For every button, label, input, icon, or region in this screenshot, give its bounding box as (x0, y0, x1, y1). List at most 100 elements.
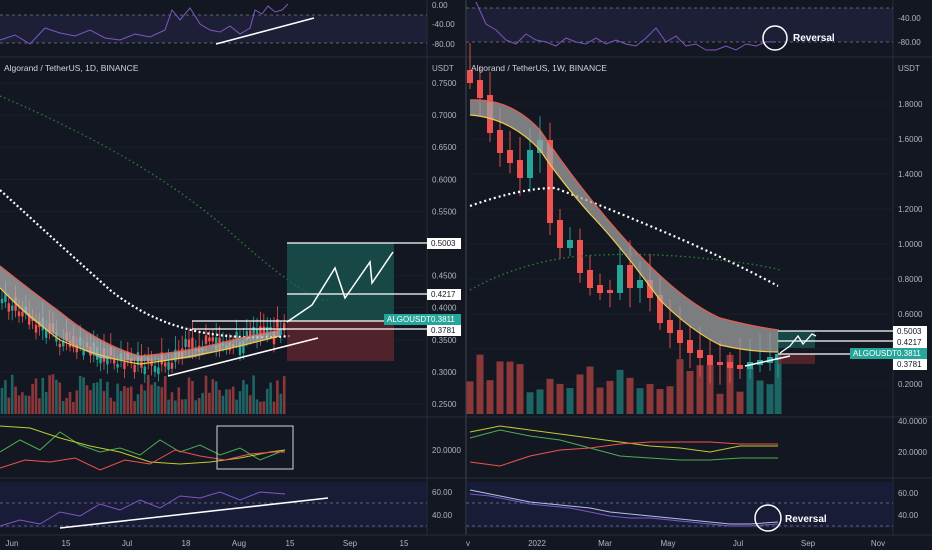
right-bottom-rsi-tick-0: 60.00 (898, 489, 919, 498)
left-volume-bar (228, 389, 232, 414)
left-rsi-tick-0: 0.00 (432, 1, 448, 10)
right-current-tag: ALGOUSDT 0.3811 (850, 348, 927, 359)
right-candle-body (557, 220, 563, 248)
left-candle-body (34, 324, 38, 333)
left-candle-body (283, 323, 286, 331)
right-time-tick-3: May (660, 539, 675, 548)
right-volume-bar (706, 364, 714, 414)
left-volume-bar (72, 401, 75, 414)
left-volume-bar (194, 400, 198, 414)
left-price-tick-2: 0.6500 (432, 143, 457, 152)
left-volume-bar (102, 391, 106, 414)
left-volume-bar (191, 380, 194, 414)
left-price-tick-1: 0.7000 (432, 111, 457, 120)
left-candle-body (262, 326, 265, 333)
left-time-tick-6: Sep (343, 539, 358, 548)
left-volume-bar (75, 390, 79, 414)
svg-text:0.4217: 0.4217 (431, 290, 456, 299)
left-volume-bar (38, 398, 41, 414)
right-volume-bar (576, 374, 584, 414)
left-volume-bar (276, 380, 279, 414)
left-price-tick-6: 0.4000 (432, 304, 457, 313)
left-price-tick-8: 0.3000 (432, 368, 457, 377)
right-candle-body (607, 290, 613, 293)
left-volume-bar (44, 391, 48, 414)
left-projection-path (286, 251, 394, 323)
left-volume-bar (21, 392, 24, 414)
right-ema-yellow (469, 114, 779, 353)
right-price-tick-8: 0.2000 (898, 380, 923, 389)
left-volume-bar (235, 399, 238, 414)
left-volume-bar (116, 383, 119, 414)
left-volume-bar (68, 392, 72, 414)
left-volume-bar (279, 393, 283, 414)
right-chart-title: Algorand / TetherUS, 1W, BINANCE (471, 63, 607, 73)
left-candle-body (208, 337, 211, 342)
left-volume-bar (51, 374, 55, 414)
right-volume-bar (566, 388, 574, 414)
right-volume-bar (506, 361, 514, 414)
left-candle-body (17, 311, 21, 317)
right-candle-body (527, 150, 533, 178)
right-profit-zone (778, 331, 815, 348)
left-ema-ribbon (0, 266, 280, 361)
right-candle-body (567, 240, 573, 248)
left-volume-bar (140, 384, 143, 414)
left-volume-bar (82, 377, 85, 414)
left-volume-bar (133, 401, 136, 414)
left-volume-bar (95, 382, 99, 414)
right-candle-body (657, 295, 663, 323)
right-candle-body (647, 280, 653, 298)
left-time-tick-0: Jun (6, 539, 19, 548)
right-adx-yellow (469, 425, 778, 453)
left-candle-body (249, 330, 252, 338)
right-volume-bar (646, 384, 654, 414)
left-volume-bar (41, 377, 45, 414)
right-candle-body (637, 280, 643, 288)
left-volume-bar (265, 388, 269, 414)
right-volume-bar (636, 388, 644, 414)
right-volume-bar (516, 364, 524, 414)
left-top-rsi-line (0, 3, 289, 45)
left-volume-bar (24, 395, 28, 414)
left-volume-bar (184, 399, 187, 414)
right-target-tag: 0.5003 (893, 326, 927, 337)
left-top-trendline (215, 17, 315, 45)
right-bottom-rsi-tick-1: 40.00 (898, 511, 919, 520)
left-time-tick-7: 15 (400, 539, 409, 548)
right-plus-ma (469, 186, 779, 287)
left-volume-bar (262, 401, 266, 414)
right-adx-tick-0: 40.0000 (898, 417, 927, 426)
left-price-tick-9: 0.2500 (432, 400, 457, 409)
left-volume-bar (27, 395, 31, 414)
left-current-tag: ALGOUSDT 0.3811 (384, 314, 461, 325)
right-volume-bar (486, 380, 494, 414)
right-top-rsi-line (475, 1, 776, 51)
left-volume-bar (58, 382, 62, 414)
left-candle-body (167, 361, 170, 370)
left-candle-body (279, 329, 282, 335)
left-candle-body (0, 298, 4, 304)
left-price-tick-7: 0.3500 (432, 336, 457, 345)
left-volume-bar (55, 379, 58, 414)
left-candle-body (211, 337, 214, 342)
left-candle-body (143, 366, 146, 374)
right-volume-bar (736, 391, 744, 414)
left-volume-bar (242, 379, 245, 414)
left-time-tick-1: 15 (62, 539, 71, 548)
left-volume-bar (92, 383, 96, 414)
svg-text:ALGOUSDT: ALGOUSDT (853, 349, 897, 358)
left-volume-bar (255, 399, 259, 414)
right-time-tick-6: Nov (871, 539, 885, 548)
right-volume-bar (596, 387, 604, 414)
right-candle-body (687, 340, 693, 353)
svg-text:0.3781: 0.3781 (897, 360, 922, 369)
right-volume-bar (616, 369, 624, 414)
left-candle-body (140, 356, 143, 368)
right-candle-body (617, 265, 623, 293)
left-candle-body (75, 344, 78, 353)
left-candle-body (276, 319, 279, 328)
left-bottom-rsi-tick-0: 60.00 (432, 488, 453, 497)
left-volume-bar (85, 385, 89, 414)
